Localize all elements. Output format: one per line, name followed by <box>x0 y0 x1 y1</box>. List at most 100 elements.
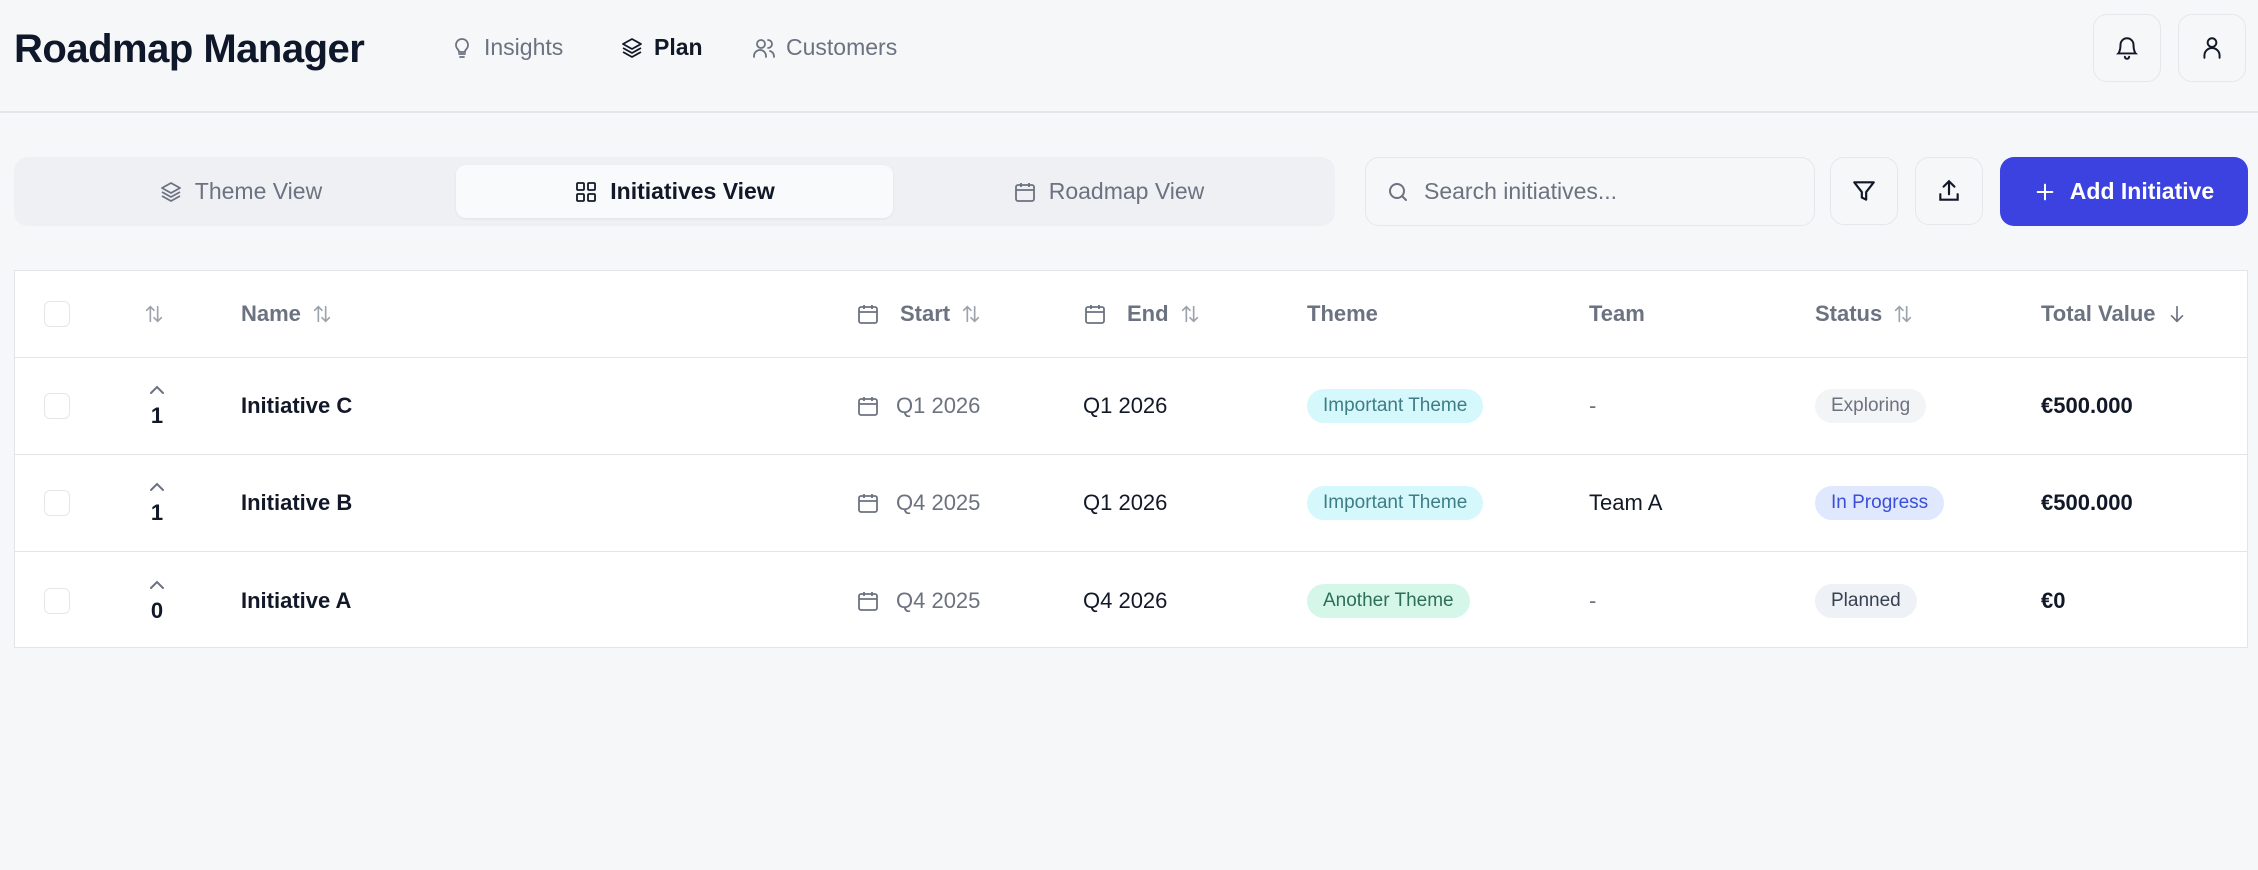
search-icon <box>1389 182 1407 201</box>
search-input[interactable] <box>1424 178 1804 205</box>
add-label: Add Initiative <box>2069 178 2215 204</box>
column-theme: Theme <box>1307 301 1378 327</box>
vote-control: 1 <box>143 383 171 429</box>
start-value: Q4 2025 <box>896 587 981 613</box>
export-button[interactable] <box>1915 157 1983 225</box>
vote-count: 0 <box>150 597 164 623</box>
end-date[interactable]: Q1 2026 <box>1083 393 1168 418</box>
end-date[interactable]: Q1 2026 <box>1083 490 1168 515</box>
theme-badge: Another Theme <box>1307 583 1470 618</box>
status-badge: In Progress <box>1815 486 1945 520</box>
nav-customers[interactable]: Customers <box>752 34 897 61</box>
team-value: - <box>1589 393 1597 418</box>
upvote-chevron-icon[interactable] <box>147 383 167 397</box>
column-name[interactable]: Name <box>241 301 333 327</box>
nav-label: Plan <box>654 34 703 60</box>
calendar-icon <box>1085 305 1105 324</box>
sort-icon <box>1895 305 1912 323</box>
nav-label: Customers <box>786 34 898 60</box>
arrow-down-icon <box>2170 305 2183 323</box>
bell-icon <box>2115 37 2139 60</box>
lightbulb-icon <box>455 37 469 58</box>
column-label: Name <box>241 301 301 326</box>
sort-icon <box>313 305 331 323</box>
initiatives-table: Name Start End Theme Team Status Total V… <box>14 270 2248 648</box>
upload-icon <box>1939 179 1959 201</box>
column-label: Status <box>1815 301 1883 326</box>
tab-label: Initiatives View <box>610 178 775 204</box>
calendar-icon <box>858 591 878 611</box>
column-label: Start <box>900 301 951 326</box>
column-end[interactable]: End <box>1083 301 1201 327</box>
total-value: €0 <box>2041 587 2066 613</box>
column-start[interactable]: Start <box>856 301 982 327</box>
team-value: - <box>1589 587 1597 613</box>
users-icon <box>753 38 775 58</box>
theme-badge: Important Theme <box>1307 389 1484 423</box>
vote-count: 1 <box>150 403 164 428</box>
column-total-value[interactable]: Total Value <box>2041 301 2188 327</box>
end-date[interactable]: Q4 2026 <box>1083 587 1168 613</box>
tab-initiatives-view[interactable]: Initiatives View <box>456 165 893 218</box>
filter-button[interactable] <box>1830 157 1898 225</box>
vote-control: 1 <box>143 480 171 526</box>
start-value: Q1 2026 <box>896 393 981 418</box>
table-row[interactable]: 1 Initiative C Q1 2026 Q1 2026 Important… <box>15 358 2247 455</box>
column-label: End <box>1127 301 1169 326</box>
total-value: €500.000 <box>2041 393 2133 418</box>
tab-label: Theme View <box>194 178 323 204</box>
table-header: Name Start End Theme Team Status Total V… <box>15 271 2247 358</box>
filter-icon <box>1853 181 1875 201</box>
nav-insights[interactable]: Insights <box>450 34 563 61</box>
start-date[interactable]: Q4 2025 <box>856 490 980 516</box>
status-badge: Exploring <box>1815 389 1927 423</box>
layers-icon <box>622 37 642 58</box>
column-label: Team <box>1589 301 1645 326</box>
grid-icon <box>576 181 597 202</box>
start-date[interactable]: Q1 2026 <box>856 393 980 419</box>
column-label: Total Value <box>2041 301 2156 326</box>
calendar-icon <box>1014 182 1035 202</box>
tab-roadmap-view[interactable]: Roadmap View <box>890 165 1327 218</box>
tab-theme-view[interactable]: Theme View <box>22 165 459 218</box>
tab-label: Roadmap View <box>1048 178 1205 204</box>
nav-plan[interactable]: Plan <box>620 34 703 61</box>
vote-count: 1 <box>150 500 164 525</box>
table-row[interactable]: 1 Initiative B Q4 2025 Q1 2026 Important… <box>15 455 2247 552</box>
add-initiative-button[interactable]: Add Initiative <box>2000 157 2248 226</box>
sort-icon <box>1181 305 1198 323</box>
initiative-name[interactable]: Initiative C <box>241 393 353 418</box>
column-team: Team <box>1589 301 1645 327</box>
notifications-button[interactable] <box>2093 14 2161 82</box>
row-checkbox[interactable] <box>44 587 70 614</box>
sort-icon <box>145 305 163 323</box>
initiative-name[interactable]: Initiative A <box>241 587 352 613</box>
start-date[interactable]: Q4 2025 <box>856 588 980 614</box>
select-all-checkbox[interactable] <box>44 301 70 327</box>
start-value: Q4 2025 <box>896 490 981 515</box>
calendar-icon <box>858 305 878 324</box>
total-value: €500.000 <box>2041 490 2133 515</box>
sort-votes-button[interactable] <box>143 303 165 325</box>
layers-icon <box>160 181 181 202</box>
row-checkbox[interactable] <box>44 490 70 516</box>
status-badge: Planned <box>1815 583 1917 618</box>
upvote-chevron-icon[interactable] <box>147 578 167 592</box>
initiative-name[interactable]: Initiative B <box>241 490 353 515</box>
row-checkbox[interactable] <box>44 393 70 419</box>
view-switcher: Theme View Initiatives View Roadmap View <box>14 157 1335 226</box>
profile-button[interactable] <box>2178 14 2246 82</box>
table-row[interactable]: 0 Initiative A Q4 2025 Q4 2026 Another T… <box>15 552 2247 649</box>
vote-control: 0 <box>143 578 171 624</box>
nav-label: Insights <box>484 34 564 60</box>
sort-icon <box>962 305 980 323</box>
app-title: Roadmap Manager <box>14 27 365 71</box>
theme-badge: Important Theme <box>1307 486 1484 520</box>
calendar-icon <box>858 494 878 513</box>
team-value: Team A <box>1589 490 1663 515</box>
search-box <box>1365 157 1815 226</box>
column-label: Theme <box>1307 301 1378 326</box>
upvote-chevron-icon[interactable] <box>147 480 167 494</box>
plus-icon <box>2036 183 2054 200</box>
column-status[interactable]: Status <box>1815 301 1914 327</box>
